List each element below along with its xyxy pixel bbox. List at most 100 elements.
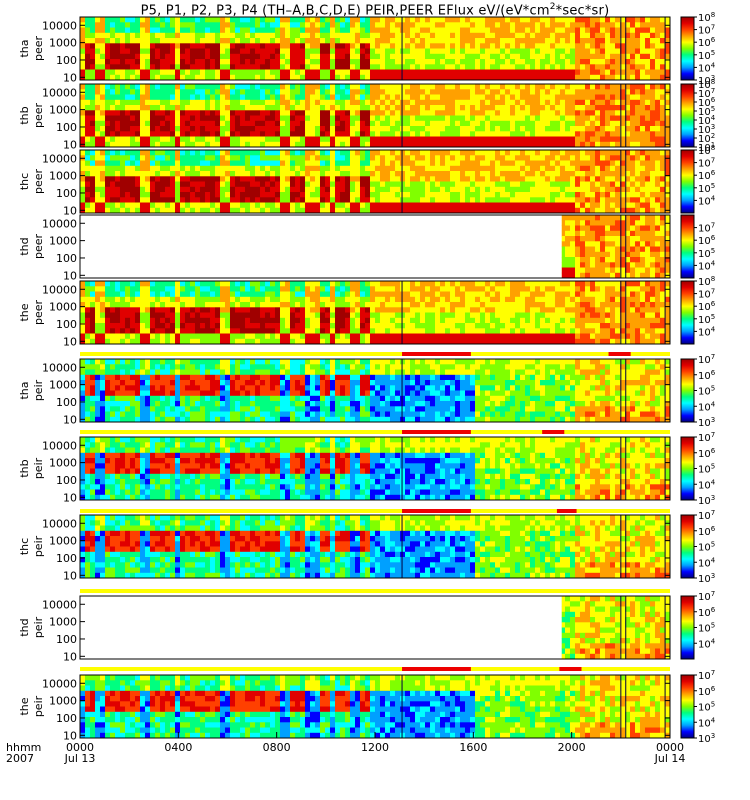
spectrogram-cell	[150, 328, 156, 334]
spectrogram-cell	[515, 141, 521, 148]
spectrogram-cell	[540, 165, 546, 172]
spectrogram-cell	[410, 53, 416, 60]
spectrogram-cell	[310, 53, 316, 60]
spectrogram-cell	[120, 136, 126, 143]
spectrogram-cell	[250, 207, 256, 214]
spectrogram-cell	[585, 236, 591, 242]
spectrogram-cell	[160, 89, 166, 95]
spectrogram-cell	[155, 94, 161, 101]
spectrogram-cell	[580, 230, 586, 237]
spectrogram-cell	[425, 64, 431, 70]
spectrogram-cell	[225, 120, 231, 127]
spectrogram-cell	[125, 291, 131, 298]
spectrogram-cell	[510, 197, 516, 203]
spectrogram-cell	[150, 136, 156, 143]
spectrogram-cell	[425, 89, 431, 95]
spectrogram-cell	[190, 202, 196, 209]
spectrogram-cell	[560, 48, 566, 55]
spectrogram-cell	[605, 267, 611, 274]
spectrogram-cell	[595, 197, 601, 203]
spectrogram-cell	[555, 89, 561, 95]
spectrogram-cell	[645, 43, 651, 49]
spectrogram-cell	[190, 333, 196, 340]
spectrogram-cell	[565, 192, 571, 198]
spectrogram-cell	[195, 207, 201, 214]
spectrogram-cell	[270, 27, 276, 34]
spectrogram-cell	[280, 89, 286, 95]
spectrogram-cell	[235, 110, 241, 116]
spectrogram-cell	[365, 53, 371, 60]
spectrogram-cell	[470, 171, 476, 177]
spectrogram-cell	[100, 64, 106, 70]
spectrogram-cell	[390, 126, 396, 132]
spectrogram-cell	[595, 207, 601, 214]
spectrogram-cell	[515, 120, 521, 127]
spectrogram-cell	[225, 150, 231, 156]
spectrogram-cell	[630, 171, 636, 177]
spectrogram-cell	[415, 176, 421, 182]
spectrogram-cell	[380, 120, 386, 127]
spectrogram-cell	[185, 94, 191, 101]
spectrogram-cell	[275, 105, 281, 111]
spectrogram-cell	[660, 22, 666, 28]
spectrogram-cell	[625, 27, 631, 34]
spectrogram-cell	[280, 99, 286, 106]
spectrogram-cell	[240, 32, 246, 39]
spectrogram-cell	[140, 207, 146, 214]
spectrogram-cell	[200, 333, 206, 340]
spectrogram-cell	[410, 22, 416, 28]
spectrogram-cell	[295, 89, 301, 95]
spectrogram-cell	[545, 141, 551, 148]
spectrogram-cell	[395, 43, 401, 49]
spectrogram-cell	[210, 171, 216, 177]
spectrogram-cell	[325, 197, 331, 203]
title-superscript: 2	[549, 2, 556, 12]
spectrogram-cell	[555, 207, 561, 214]
spectrogram-cell	[380, 17, 386, 23]
spectrogram-cell	[155, 281, 161, 287]
spectrogram-cell	[555, 115, 561, 122]
spectrogram-cell	[250, 99, 256, 106]
spectrogram-cell	[95, 312, 101, 319]
spectrogram-cell	[585, 64, 591, 70]
spectrogram-cell	[375, 115, 381, 122]
spectrogram-cell	[520, 89, 526, 95]
spectrogram-cell	[85, 74, 91, 81]
spectrogram-cell	[445, 186, 451, 193]
spectrogram-cell	[315, 176, 321, 182]
spectrogram-cell	[310, 43, 316, 49]
spectrogram-cell	[420, 131, 426, 137]
spectrogram-cell	[365, 115, 371, 122]
spectrogram-cell	[125, 141, 131, 148]
spectrogram-cell	[565, 131, 571, 137]
spectrogram-cell	[205, 281, 211, 287]
spectrogram-cell	[100, 94, 106, 101]
spectrogram-cell	[195, 197, 201, 203]
spectrogram-cell	[515, 59, 521, 65]
spectrogram-cell	[335, 27, 341, 34]
spectrogram-cell	[485, 197, 491, 203]
spectrogram-cell	[395, 32, 401, 39]
spectrogram-cell	[135, 317, 141, 324]
spectrogram-cell	[330, 197, 336, 203]
spectrogram-cell	[435, 48, 441, 55]
spectrogram-cell	[175, 53, 181, 60]
spectrogram-cell	[485, 43, 491, 49]
spectrogram-cell	[465, 141, 471, 148]
spectrogram-cell	[590, 155, 596, 161]
spectrogram-cell	[565, 84, 571, 90]
spectrogram-cell	[540, 59, 546, 65]
spectrogram-cell	[360, 99, 366, 106]
spectrogram-cell	[580, 32, 586, 39]
spectrogram-cell	[545, 84, 551, 90]
spectrogram-cell	[445, 136, 451, 143]
spectrogram-cell	[130, 115, 136, 122]
spectrogram-cell	[110, 17, 116, 23]
spectrogram-cell	[545, 43, 551, 49]
spectrogram-cell	[380, 43, 386, 49]
spectrogram-cell	[490, 207, 496, 214]
spectrogram-cell	[390, 150, 396, 156]
spectrogram-cell	[185, 302, 191, 308]
spectrogram-cell	[335, 202, 341, 209]
spectrogram-cell	[145, 312, 151, 319]
